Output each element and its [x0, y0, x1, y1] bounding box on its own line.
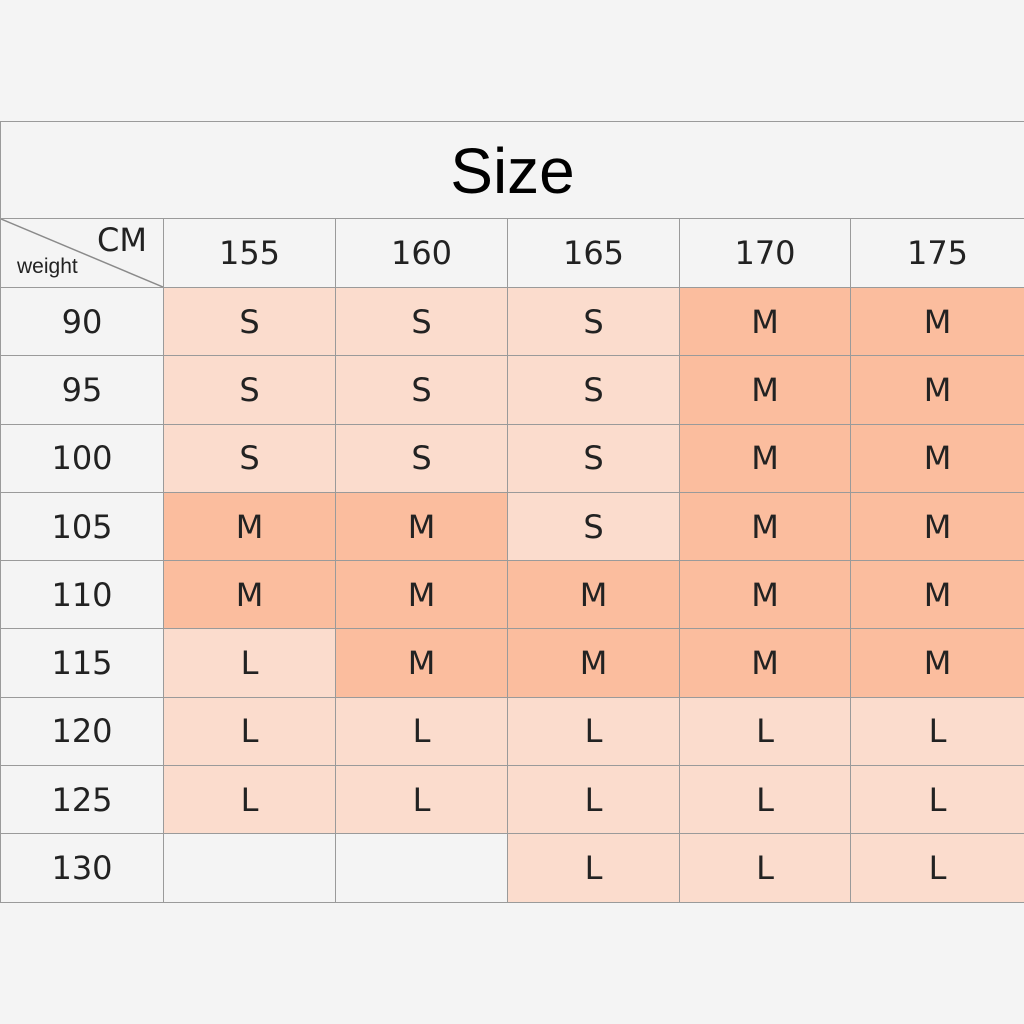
height-header-175: 175: [851, 219, 1024, 288]
size-cell: L: [508, 766, 680, 835]
height-axis-label: CM: [97, 221, 147, 259]
size-cell: L: [164, 629, 336, 698]
weight-header-100: 100: [1, 424, 164, 493]
size-cell: L: [851, 697, 1024, 767]
size-cell: L: [680, 766, 851, 835]
size-cell: S: [164, 356, 336, 425]
size-cell: L: [508, 834, 680, 903]
size-cell: M: [164, 492, 336, 562]
corner-header-cell: CM weight: [1, 219, 164, 288]
height-header-165: 165: [508, 219, 680, 288]
weight-header-120: 120: [1, 697, 164, 767]
size-cell: S: [508, 356, 680, 425]
size-cell: M: [851, 288, 1024, 357]
size-cell: M: [851, 629, 1024, 698]
size-cell: M: [851, 561, 1024, 630]
size-cell: [336, 834, 508, 903]
table-title: Size: [1, 122, 1024, 219]
size-cell: M: [851, 492, 1024, 562]
height-header-160: 160: [336, 219, 508, 288]
weight-header-130: 130: [1, 834, 164, 903]
size-cell: M: [680, 356, 851, 425]
size-cell: S: [336, 356, 508, 425]
weight-header-105: 105: [1, 492, 164, 562]
size-cell: M: [680, 561, 851, 630]
size-cell: M: [508, 561, 680, 630]
size-cell: S: [164, 424, 336, 493]
size-cell: M: [336, 492, 508, 562]
size-cell: L: [336, 697, 508, 767]
size-cell: L: [164, 697, 336, 767]
size-cell: L: [851, 766, 1024, 835]
size-cell: S: [336, 288, 508, 357]
weight-header-125: 125: [1, 766, 164, 835]
size-cell: M: [851, 356, 1024, 425]
size-cell: M: [680, 492, 851, 562]
size-cell: M: [336, 629, 508, 698]
diagonal-divider: [1, 219, 163, 287]
size-cell: M: [680, 288, 851, 357]
size-cell: [164, 834, 336, 903]
size-cell: L: [680, 834, 851, 903]
weight-header-115: 115: [1, 629, 164, 698]
size-cell: S: [336, 424, 508, 493]
weight-header-95: 95: [1, 356, 164, 425]
weight-axis-label: weight: [17, 255, 78, 278]
size-cell: L: [336, 766, 508, 835]
size-cell: M: [164, 561, 336, 630]
size-cell: L: [164, 766, 336, 835]
size-cell: M: [336, 561, 508, 630]
size-cell: S: [508, 288, 680, 357]
weight-header-90: 90: [1, 288, 164, 357]
size-cell: L: [508, 697, 680, 767]
size-cell: L: [851, 834, 1024, 903]
size-cell: M: [851, 424, 1024, 493]
size-cell: M: [680, 629, 851, 698]
height-header-170: 170: [680, 219, 851, 288]
size-cell: S: [508, 424, 680, 493]
size-cell: S: [164, 288, 336, 357]
weight-header-110: 110: [1, 561, 164, 630]
size-cell: M: [508, 629, 680, 698]
size-cell: L: [680, 697, 851, 767]
size-cell: M: [680, 424, 851, 493]
size-cell: S: [508, 492, 680, 562]
height-header-155: 155: [164, 219, 336, 288]
size-chart-table: Size CM weight 155 160 165 170 175 90 S S S M M 95 S…: [0, 121, 1024, 903]
